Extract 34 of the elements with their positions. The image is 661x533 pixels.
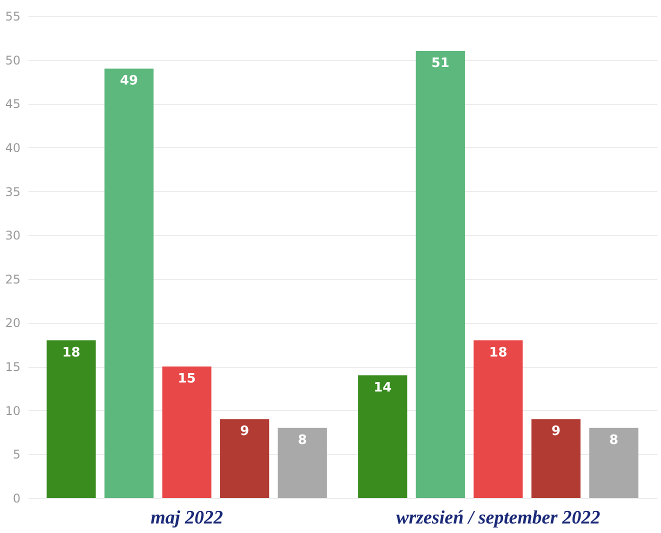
bar xyxy=(104,68,154,498)
data-label: 8 xyxy=(298,432,307,448)
x-tick-label: maj 2022 xyxy=(150,508,224,528)
data-label: 14 xyxy=(374,380,392,396)
data-label: 49 xyxy=(120,74,138,89)
y-tick-label: 40 xyxy=(5,140,20,155)
data-label: 9 xyxy=(551,424,560,440)
y-tick-label: 25 xyxy=(5,272,20,286)
bar xyxy=(474,340,523,498)
y-tick-label: 20 xyxy=(5,316,20,330)
x-tick-label: wrzesień / september 2022 xyxy=(396,508,601,528)
y-tick-label: 0 xyxy=(12,492,20,506)
y-tick-label: 55 xyxy=(5,10,20,24)
data-label: 51 xyxy=(431,56,450,72)
y-tick-label: 50 xyxy=(5,53,20,68)
y-tick-label: 10 xyxy=(5,404,20,418)
data-label: 15 xyxy=(178,372,196,387)
bar xyxy=(162,366,212,498)
data-label: 18 xyxy=(62,345,80,360)
bar xyxy=(278,428,327,498)
y-tick-label: 30 xyxy=(5,228,20,243)
data-label: 8 xyxy=(609,432,618,448)
data-label: 18 xyxy=(489,345,508,360)
y-tick-label: 15 xyxy=(5,360,20,374)
bar xyxy=(220,419,270,498)
y-tick-label: 45 xyxy=(5,97,20,112)
y-tick-label: 5 xyxy=(12,448,20,462)
y-tick-label: 35 xyxy=(5,184,20,199)
bar xyxy=(589,428,638,498)
bar xyxy=(416,51,465,498)
bar xyxy=(358,375,408,498)
bar xyxy=(531,419,581,498)
data-label: 9 xyxy=(240,424,250,440)
bar xyxy=(46,340,96,498)
